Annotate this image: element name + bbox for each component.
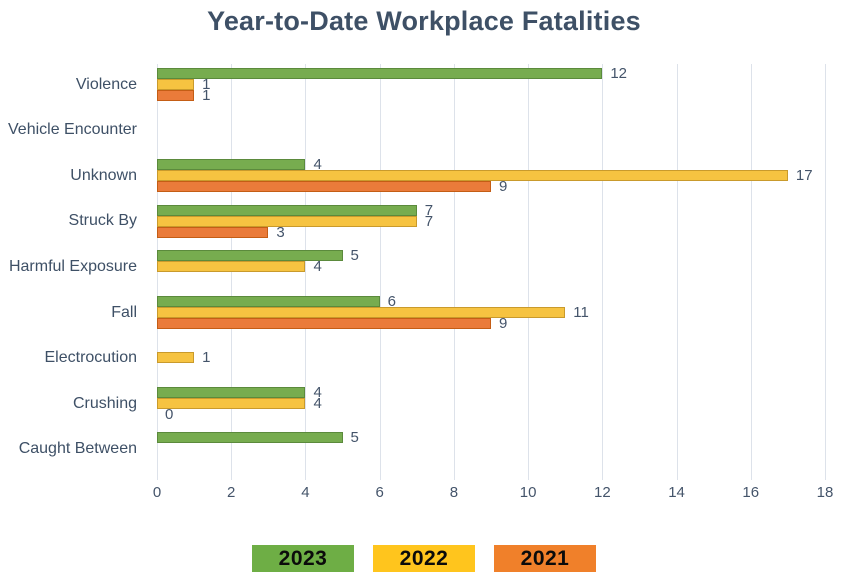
data-label-2022-electrocution: 1 <box>202 349 211 367</box>
data-label-2023-struck-by: 7 <box>424 201 434 219</box>
x-tick-label: 10 <box>519 484 537 501</box>
x-tick-label: 4 <box>301 484 310 501</box>
bar-2023-caught-between <box>157 432 343 444</box>
bar-2023-harmful-exposure <box>157 250 343 262</box>
category-label-fall: Fall <box>111 303 137 321</box>
legend-item-2023: 2023 <box>252 545 354 572</box>
gridline <box>750 64 752 480</box>
data-label-2023-violence: 12 <box>610 65 628 82</box>
gridline <box>305 64 307 480</box>
category-label-vehicle-encounter: Vehicle Encounter <box>8 121 137 139</box>
legend-item-2021: 2021 <box>494 545 596 572</box>
x-tick-label: 2 <box>227 484 236 501</box>
data-label-2023-caught-between: 5 <box>350 429 359 447</box>
data-label-2023-crushing: 4 <box>313 383 322 401</box>
data-label-2021-crushing: 0 <box>165 405 174 423</box>
bar-2023-fall <box>157 295 380 307</box>
bar-2022-electrocution <box>157 352 195 364</box>
category-label-violence: Violence <box>75 75 137 93</box>
gridline <box>602 64 604 480</box>
gridline <box>528 64 530 480</box>
data-label-2023-unknown: 4 <box>313 156 322 174</box>
bar-2021-struck-by <box>157 226 269 238</box>
legend: 2023 2022 2021 <box>0 545 848 572</box>
category-row-vehicle-encounter <box>157 108 825 154</box>
gridline <box>453 64 455 480</box>
data-label-2022-crushing: 4 <box>313 394 322 412</box>
plot-area: 12 1 1 4 17 9 7 7 3 5 4 6 11 9 1 4 4 0 5 <box>157 62 826 480</box>
x-tick-label: 14 <box>668 484 685 501</box>
data-label-2023-fall: 6 <box>387 292 396 310</box>
bar-2023-crushing <box>157 386 306 398</box>
bar-2022-violence <box>157 79 195 90</box>
data-label-2021-fall: 9 <box>499 314 508 332</box>
bar-2023-unknown <box>157 159 306 171</box>
x-tick-label: 0 <box>152 484 162 501</box>
x-tick-label: 6 <box>375 484 384 501</box>
category-label-struck-by: Struck By <box>68 212 137 230</box>
bar-2022-crushing <box>157 397 306 409</box>
data-label-2022-fall: 11 <box>573 303 589 321</box>
data-label-2022-unknown: 17 <box>795 167 813 185</box>
category-row-electrocution: 1 <box>157 335 825 381</box>
x-axis-tick-labels: 0 2 4 6 8 10 12 14 16 18 <box>153 484 834 504</box>
data-label-2023-harmful-exposure: 5 <box>350 247 359 265</box>
category-label-electrocution: Electrocution <box>44 349 138 367</box>
category-label-crushing: Crushing <box>72 394 137 412</box>
bar-2022-struck-by <box>157 215 417 227</box>
bar-2022-unknown <box>157 170 788 182</box>
x-tick-label: 18 <box>816 484 834 501</box>
category-label-harmful-exposure: Harmful Exposure <box>8 257 137 275</box>
x-tick-label: 12 <box>593 484 611 501</box>
bar-2023-struck-by <box>157 204 417 216</box>
data-label-2022-harmful-exposure: 4 <box>313 258 322 276</box>
x-tick-label: 16 <box>742 484 760 501</box>
x-tick-label: 8 <box>449 484 459 501</box>
bar-2021-unknown <box>157 181 491 193</box>
bar-2023-violence <box>157 68 603 79</box>
category-row-violence: 12 1 1 <box>157 62 825 108</box>
gridline <box>379 64 381 480</box>
category-row-caught-between: 5 <box>157 426 825 472</box>
category-row-unknown: 4 17 9 <box>157 153 825 199</box>
bar-2021-fall <box>157 317 491 329</box>
legend-item-2022: 2022 <box>373 545 475 572</box>
category-label-caught-between: Caught Between <box>18 440 137 458</box>
data-label-2022-violence: 1 <box>202 76 211 93</box>
y-axis-category-labels: Violence Vehicle Encounter Unknown Struck B… <box>0 62 147 472</box>
data-label-2021-struck-by: 3 <box>276 223 285 241</box>
category-row-fall: 6 11 9 <box>157 290 825 336</box>
data-label-2021-unknown: 9 <box>499 178 508 196</box>
chart-title: Year-to-Date Workplace Fatalities <box>207 6 641 36</box>
bar-2022-harmful-exposure <box>157 261 306 273</box>
data-label-2021-violence: 1 <box>202 87 211 104</box>
bar-2022-fall <box>157 306 566 318</box>
data-label-2022-struck-by: 7 <box>424 212 434 230</box>
bar-2021-violence <box>157 90 195 101</box>
gridline <box>825 64 826 480</box>
category-label-unknown: Unknown <box>70 166 137 184</box>
gridline <box>676 64 678 480</box>
